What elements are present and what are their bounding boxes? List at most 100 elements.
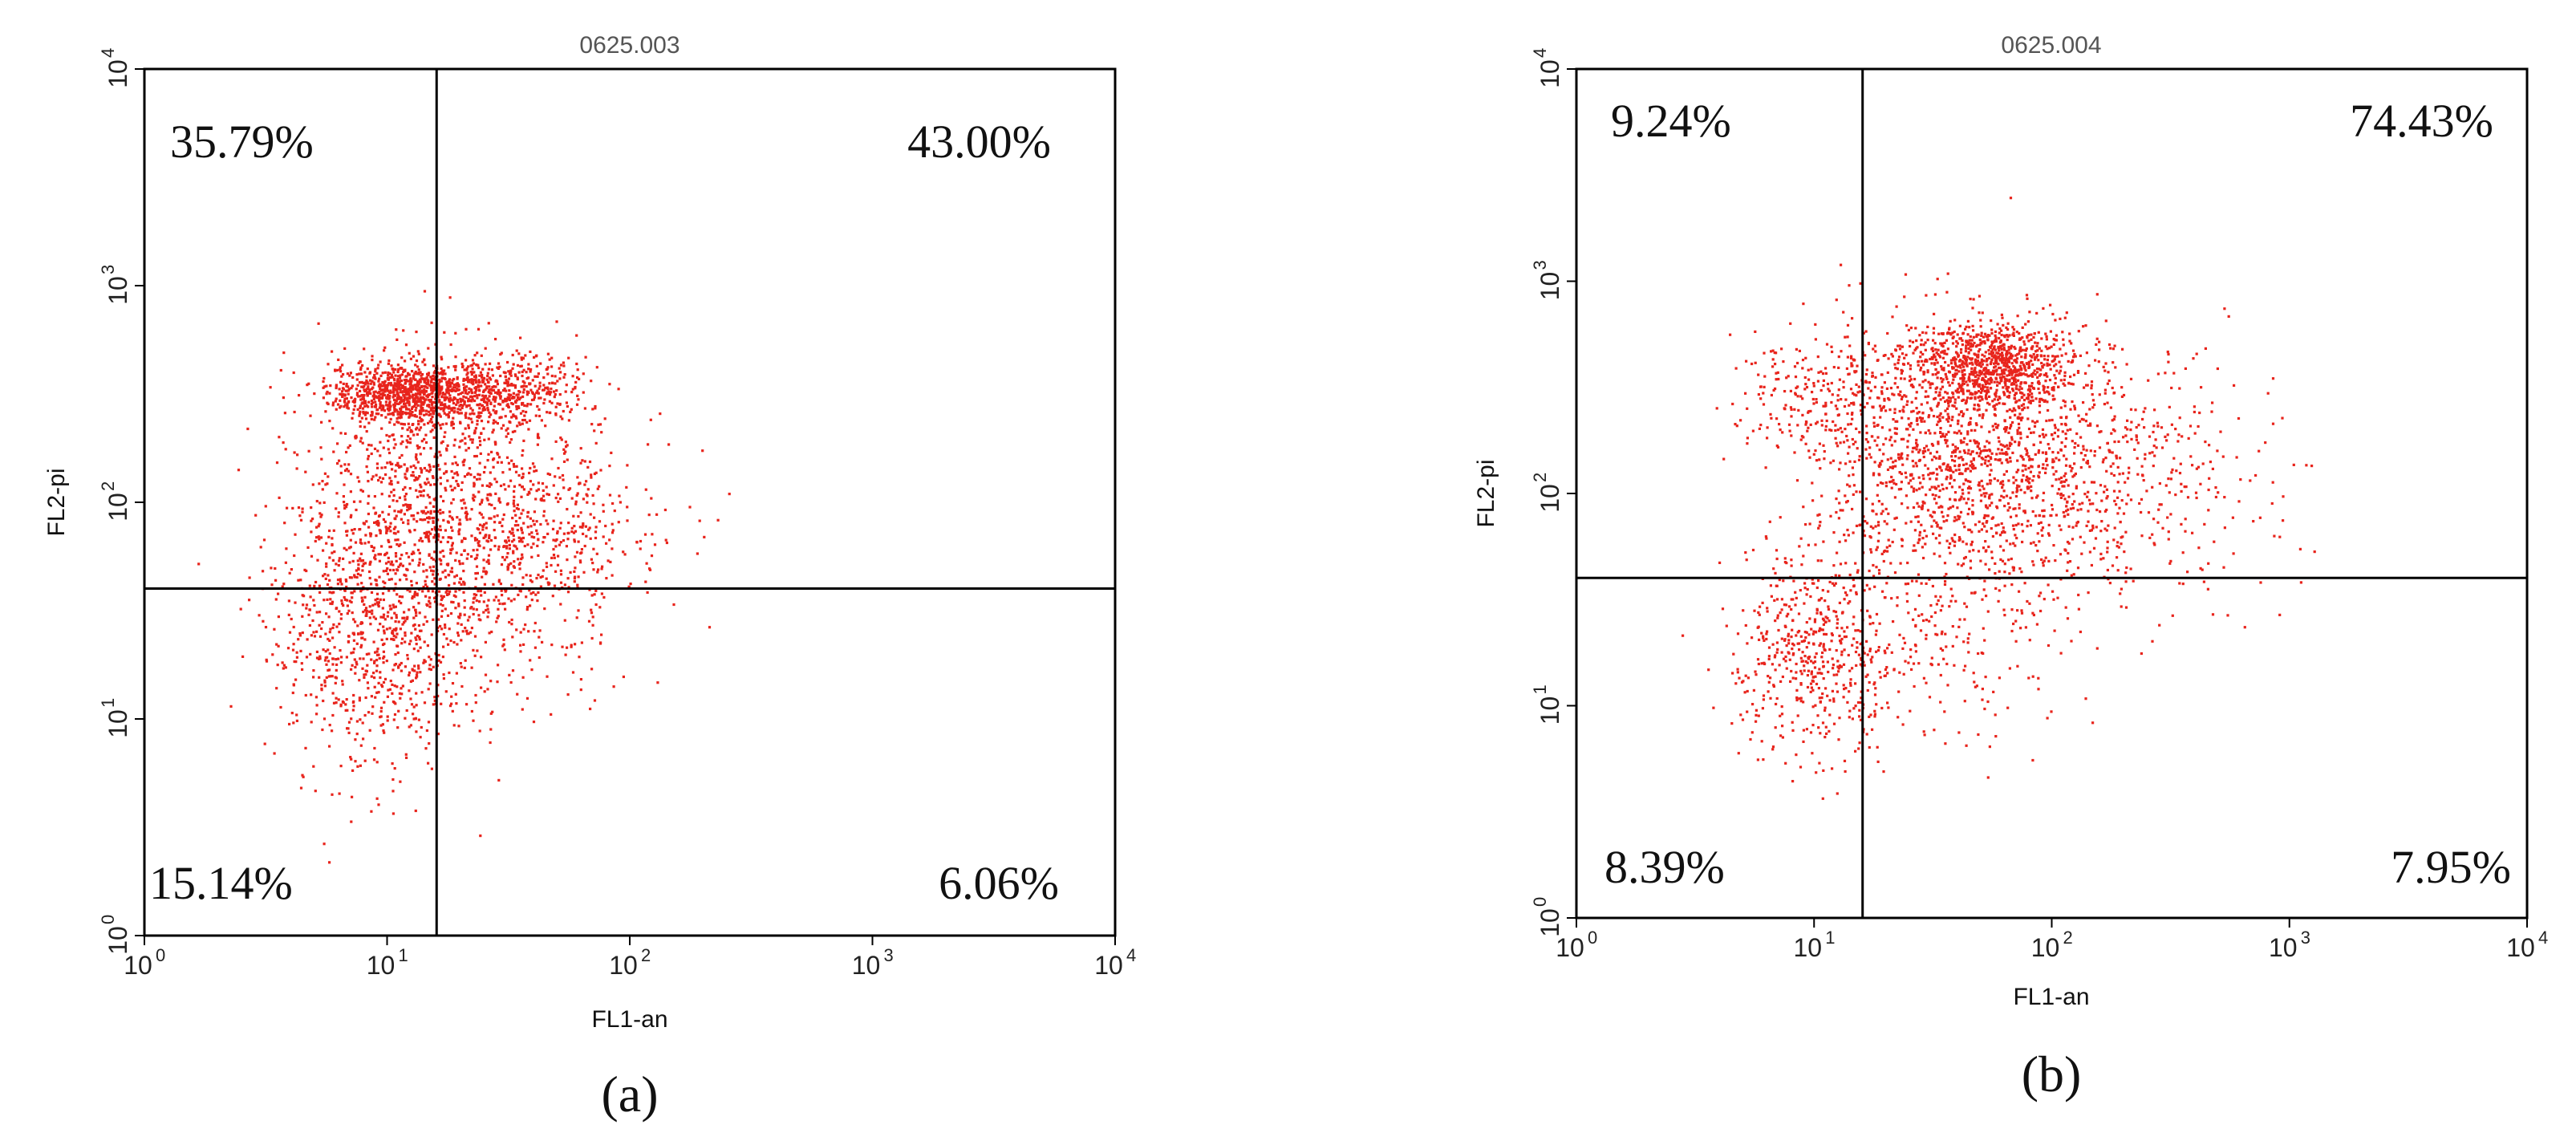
scatter-point: [339, 380, 343, 384]
scatter-point: [392, 589, 396, 592]
scatter-point: [573, 538, 576, 542]
scatter-point: [332, 701, 336, 704]
scatter-point: [414, 363, 417, 367]
scatter-point: [396, 383, 399, 386]
scatter-point: [1922, 363, 1925, 367]
scatter-point: [454, 331, 457, 335]
scatter-point: [2003, 419, 2006, 422]
scatter-point: [501, 603, 505, 606]
scatter-point: [1953, 404, 1956, 408]
scatter-point: [583, 407, 586, 410]
scatter-point: [1940, 343, 1943, 347]
scatter-point: [2006, 353, 2009, 356]
scatter-point: [1941, 378, 1945, 381]
quadrant-upper-right-label: 43.00%: [907, 116, 1051, 168]
scatter-point: [532, 542, 535, 546]
scatter-point: [460, 506, 464, 510]
scatter-point: [392, 405, 396, 408]
scatter-point: [494, 420, 497, 424]
scatter-point: [548, 382, 551, 385]
scatter-point: [326, 390, 329, 394]
scatter-point: [396, 375, 400, 378]
scatter-point: [444, 431, 447, 434]
scatter-point: [411, 414, 414, 417]
scatter-point: [2033, 332, 2036, 335]
scatter-point: [410, 583, 413, 587]
scatter-point: [363, 425, 367, 428]
scatter-point: [350, 757, 353, 761]
scatter-point: [337, 515, 340, 518]
scatter-point: [540, 419, 543, 422]
scatter-point: [361, 721, 364, 725]
scatter-point: [619, 501, 622, 504]
scatter-point: [473, 485, 476, 488]
scatter-point: [351, 532, 355, 535]
scatter-point: [420, 691, 424, 694]
scatter-point: [287, 599, 290, 603]
scatter-point: [420, 401, 423, 404]
y-tick-exponent: 1: [98, 698, 118, 708]
scatter-point: [383, 384, 386, 388]
scatter-point: [465, 512, 469, 516]
scatter-point: [1876, 424, 1880, 427]
scatter-point: [357, 395, 360, 398]
scatter-point: [367, 526, 371, 529]
scatter-point: [415, 393, 418, 396]
scatter-point: [390, 482, 393, 486]
scatter-point: [375, 797, 379, 800]
scatter-point: [611, 522, 614, 526]
scatter-point: [1894, 367, 1897, 370]
scatter-point: [2067, 525, 2071, 528]
scatter-point: [464, 514, 468, 518]
scatter-point: [463, 403, 466, 406]
scatter-point: [1963, 451, 1966, 454]
scatter-point: [399, 543, 402, 546]
scatter-point: [590, 423, 594, 426]
scatter-point: [2007, 373, 2010, 376]
scatter-point: [384, 416, 387, 419]
scatter-point: [585, 480, 588, 483]
scatter-point: [486, 493, 489, 497]
scatter-point: [464, 386, 467, 389]
scatter-point: [359, 406, 362, 409]
scatter-point: [562, 361, 565, 364]
scatter-point: [594, 536, 598, 540]
scatter-point: [392, 371, 396, 374]
scatter-point: [454, 607, 457, 610]
scatter-point: [362, 562, 365, 566]
scatter-point: [364, 696, 367, 700]
scatter-point: [344, 432, 347, 435]
scatter-point: [424, 441, 428, 445]
scatter-point: [462, 383, 465, 386]
scatter-point: [477, 473, 480, 476]
scatter-point: [1956, 342, 1959, 345]
scatter-point: [520, 358, 523, 361]
scatter-point: [470, 666, 473, 669]
scatter-point: [422, 661, 425, 664]
scatter-point: [369, 534, 372, 538]
scatter-point: [361, 667, 364, 670]
scatter-point: [510, 416, 513, 419]
scatter-point: [510, 402, 513, 405]
scatter-point: [398, 595, 401, 599]
scatter-point: [400, 510, 403, 514]
scatter-point: [1986, 380, 1989, 383]
scatter-point: [408, 351, 411, 355]
scatter-point: [439, 509, 442, 512]
scatter-point: [1991, 348, 1994, 351]
scatter-point: [452, 497, 455, 501]
scatter-point: [1852, 443, 1855, 446]
scatter-point: [292, 721, 295, 725]
scatter-point: [566, 558, 569, 562]
scatter-point: [473, 375, 477, 378]
scatter-point: [1969, 345, 1972, 348]
scatter-point: [1960, 348, 1963, 351]
scatter-point: [388, 688, 391, 691]
scatter-point: [2007, 431, 2010, 434]
scatter-point: [413, 664, 416, 668]
scatter-point: [282, 396, 285, 400]
scatter-point: [2006, 334, 2009, 337]
scatter-point: [416, 350, 420, 353]
scatter-point: [521, 391, 525, 394]
scatter-point: [509, 599, 513, 603]
